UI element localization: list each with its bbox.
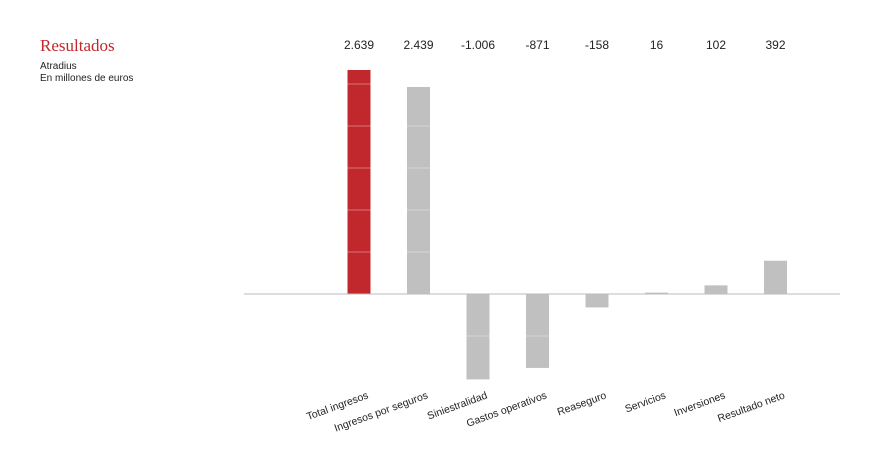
bar-7 — [764, 260, 787, 294]
value-label-7: 392 — [765, 38, 785, 52]
bar-5 — [645, 292, 668, 295]
category-label-5: Servicios — [623, 390, 667, 416]
bar-0 — [347, 70, 371, 294]
category-label-4: Reaseguro — [556, 389, 609, 418]
value-label-6: 102 — [706, 38, 726, 52]
value-label-0: 2.639 — [344, 38, 374, 52]
chart-subtitle-units: En millones de euros — [40, 73, 134, 84]
value-label-5: 16 — [650, 38, 664, 52]
category-label-7: Resultado neto — [716, 389, 787, 424]
value-label-3: -871 — [525, 38, 549, 52]
value-label-2: -1.006 — [461, 38, 495, 52]
bar-6 — [704, 285, 728, 294]
chart-title: Resultados — [40, 36, 115, 55]
bar-4 — [585, 294, 609, 308]
chart-subtitle-company: Atradius — [40, 61, 77, 72]
bar-3 — [526, 294, 549, 368]
value-label-4: -158 — [585, 38, 609, 52]
value-label-1: 2.439 — [403, 38, 433, 52]
bar-1 — [407, 86, 430, 294]
bar-2 — [466, 294, 490, 380]
